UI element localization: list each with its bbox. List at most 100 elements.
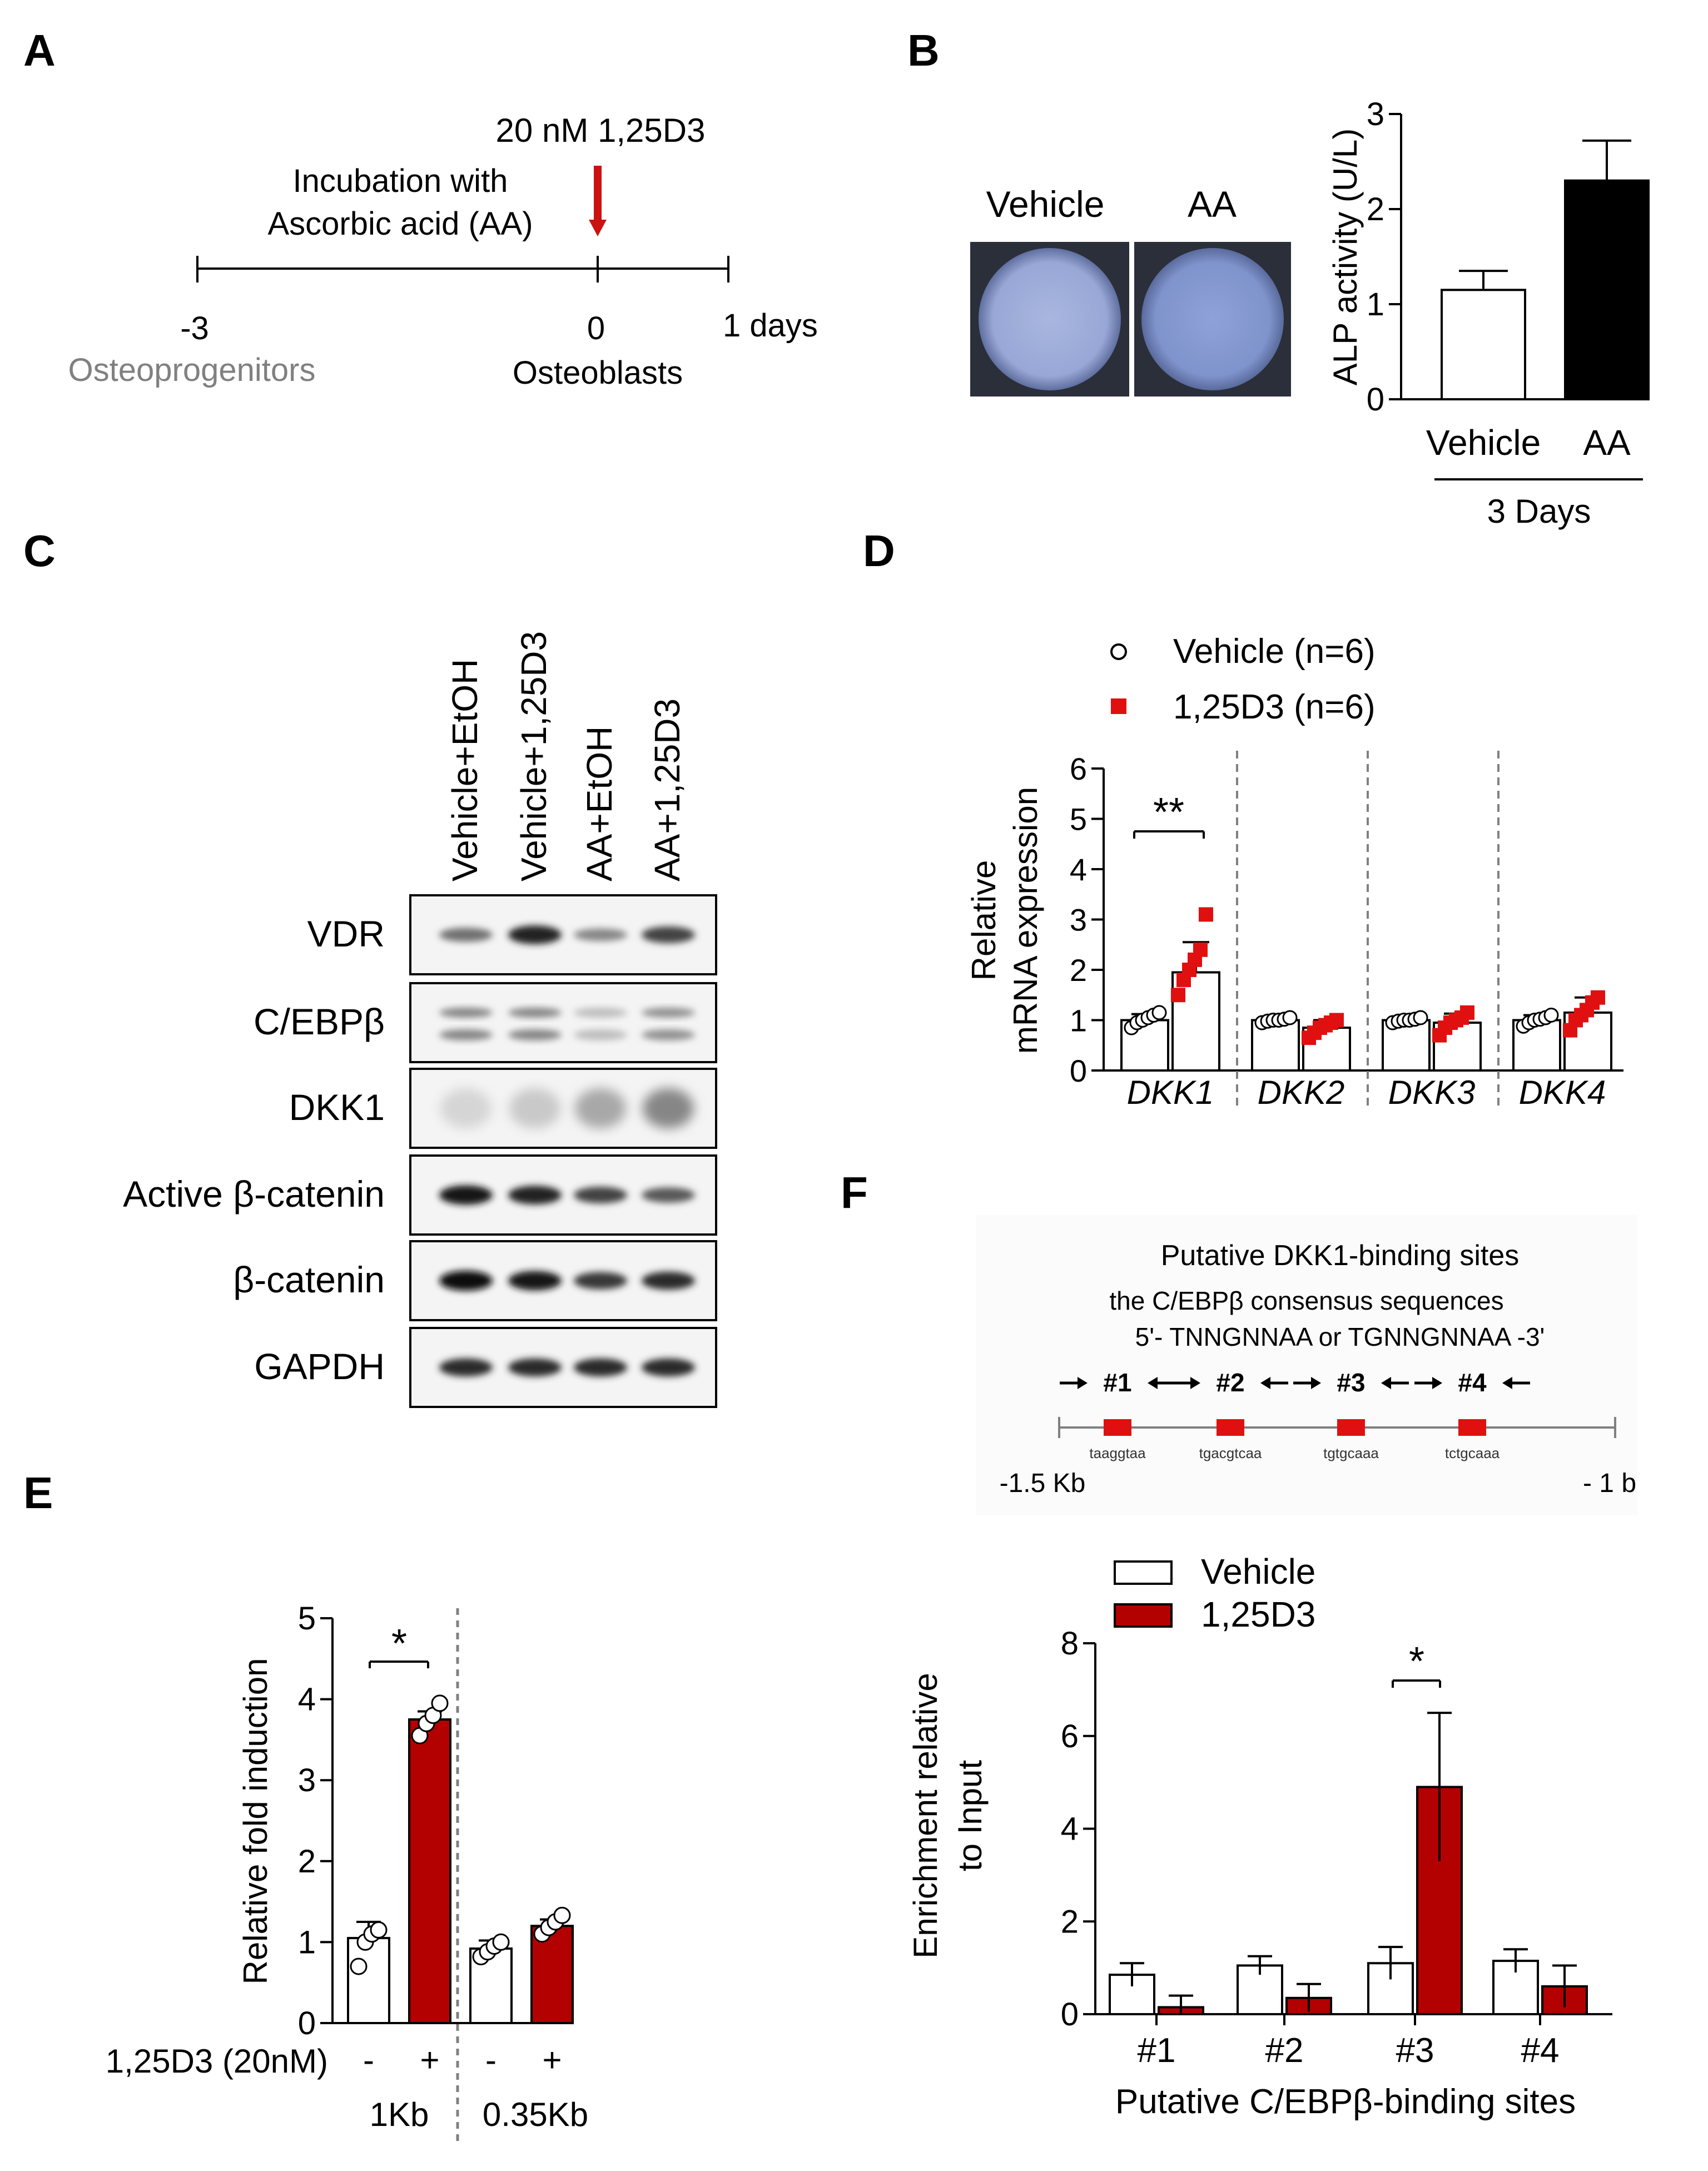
binding-site-box: [1104, 1419, 1131, 1436]
legend-label-f-vehicle: Vehicle: [1201, 1552, 1315, 1592]
blot-box-1: [409, 982, 717, 1063]
lane-label: AA+1,25D3: [647, 698, 687, 881]
blot-band: [643, 1088, 694, 1128]
chart-b-x-label: Vehicle: [1426, 423, 1541, 463]
blot-band: [439, 1271, 493, 1291]
primer-arrow-forward-head: [1311, 1377, 1321, 1389]
chart-d-point-125d3: [1329, 1013, 1344, 1028]
incubation-line-1: Incubation with: [293, 163, 508, 199]
schematic-background: [976, 1215, 1637, 1515]
chart-f-x-title: Putative C/EBPβ-binding sites: [1115, 2083, 1576, 2121]
panel-label-c: C: [23, 526, 56, 576]
blot-band: [574, 1029, 627, 1040]
chart-e-y-tick-label: 4: [298, 1682, 316, 1718]
well-aa: [1141, 248, 1284, 390]
well-label-aa: AA: [1188, 184, 1237, 225]
panel-label-f: F: [841, 1168, 868, 1217]
chart-e-x-label: +: [542, 2041, 562, 2079]
chart-e-bar-3: [530, 1925, 574, 2025]
chart-d-point-125d3: [1199, 907, 1213, 922]
legend-marker-125d3: [1111, 698, 1126, 714]
treatment-label: 20 nM 1,25D3: [496, 112, 706, 149]
chart-d-significance: **: [1153, 790, 1184, 835]
bracket-label-3-days: 3 Days: [1487, 493, 1591, 530]
blot-band: [574, 1272, 627, 1290]
primer-arrow-forward-head: [1190, 1377, 1200, 1389]
panel-label-a: A: [23, 26, 56, 75]
blot-band: [439, 1185, 493, 1205]
chart-e-x-label: +: [420, 2041, 439, 2079]
incubation-line-2: Ascorbic acid (AA): [267, 206, 533, 242]
chart-e-group-1kb: 1Kb: [370, 2096, 429, 2133]
blot-band: [440, 1088, 491, 1128]
legend-label-f-125d3: 1,25D3: [1201, 1594, 1315, 1634]
chart-f-y-tick-label: 2: [1061, 1904, 1079, 1940]
chart-d-y-tick-label: 5: [1070, 802, 1087, 837]
chart-d-y-tick-label: 4: [1070, 852, 1087, 887]
blot-band: [575, 1088, 626, 1128]
chart-b-y-tick-label: 1: [1367, 286, 1384, 323]
blot-band: [642, 1358, 695, 1377]
chart-d-point-vehicle: [1543, 1007, 1559, 1023]
well-images: Vehicle AA: [970, 184, 1291, 396]
primer-arrow-forward-head: [1078, 1377, 1088, 1389]
chart-e-bar-0: [347, 1937, 390, 2025]
chart-f-y-tick-label: 8: [1061, 1625, 1079, 1662]
chart-d-bar-125d3-dkk1: [1171, 971, 1220, 1072]
chart-e: 0 1 2 3 4 5 - + - +1,25D3 (20nM) 1Kb 0.35Kb * Relativ…: [106, 1600, 588, 2147]
chart-d-point-125d3: [1591, 990, 1605, 1005]
lane-label: Vehicle+1,25D3: [514, 631, 554, 881]
blot-band: [508, 1271, 562, 1291]
blot-label: DKK1: [289, 1087, 385, 1128]
legend-marker-f-125d3: [1114, 1603, 1173, 1628]
well-vehicle: [979, 248, 1121, 390]
blot-band: [508, 1358, 562, 1377]
chart-f-y-tick-label: 4: [1061, 1811, 1079, 1847]
chart-f-x-label: #2: [1265, 2031, 1304, 2070]
blot-band: [439, 928, 493, 942]
chart-e-x-title: 1,25D3 (20nM): [106, 2043, 328, 2080]
chart-d-x-label: DKK1: [1127, 1074, 1214, 1111]
chart-e-significance: *: [391, 1622, 407, 1666]
chart-f-y-label-1: Enrichment relative: [907, 1673, 944, 1959]
chart-d-point-vehicle: [1151, 1005, 1167, 1020]
timeline-label-0: 0: [587, 310, 605, 346]
chart-d-point-vehicle: [1413, 1010, 1428, 1025]
chart-b-bar-vehicle: [1441, 289, 1526, 400]
timeline-label-minus3: -3: [180, 310, 209, 346]
blot-label: GAPDH: [254, 1346, 385, 1387]
lane-label: Vehicle+EtOH: [445, 659, 485, 881]
blot-band: [439, 1358, 493, 1377]
blot-band: [642, 1029, 695, 1040]
chart-d-point-125d3: [1171, 988, 1185, 1003]
panel-label-e: E: [23, 1468, 53, 1518]
chart-f-x-label: #4: [1521, 2031, 1560, 2070]
chart-b-x-label: AA: [1583, 423, 1631, 463]
promoter-start-label: -1.5 Kb: [1000, 1469, 1086, 1498]
treatment-arrow-head: [589, 220, 607, 236]
legend-marker-f-vehicle: [1114, 1560, 1173, 1585]
chart-e-x-label: -: [485, 2041, 496, 2079]
chart-f-y-tick-label: 6: [1061, 1718, 1079, 1754]
blot-band: [508, 1186, 562, 1205]
western-blot: Vehicle+EtOH Vehicle+1,25D3 AA+EtOH AA+1,25…: [123, 631, 717, 1408]
legend-label-vehicle: Vehicle (n=6): [1173, 632, 1376, 671]
lane-label: AA+EtOH: [579, 726, 619, 881]
blot-band: [508, 1008, 562, 1018]
chart-b-y-label: ALP activity (U/L): [1327, 128, 1364, 385]
schematic-title: Putative DKK1-binding sites: [1161, 1240, 1520, 1272]
primer-arrow-reverse-head: [1502, 1377, 1512, 1389]
chart-d-point-125d3: [1460, 1005, 1474, 1020]
chart-d-point-125d3: [1193, 942, 1208, 957]
primer-arrow-reverse-head: [1381, 1377, 1391, 1389]
promoter-end-label: - 1 b: [1583, 1469, 1636, 1498]
chart-d-y-tick-label: 2: [1070, 953, 1087, 988]
legend-label-125d3: 1,25D3 (n=6): [1173, 688, 1376, 726]
chart-d-y-tick-label: 0: [1070, 1053, 1087, 1088]
binding-site-sequence: tgacgtcaa: [1199, 1445, 1262, 1461]
panel-label-d: D: [863, 526, 895, 576]
blot-band: [574, 1008, 627, 1018]
chart-e-point: [553, 1906, 571, 1924]
timeline-label-1-days: 1 days: [723, 308, 818, 344]
